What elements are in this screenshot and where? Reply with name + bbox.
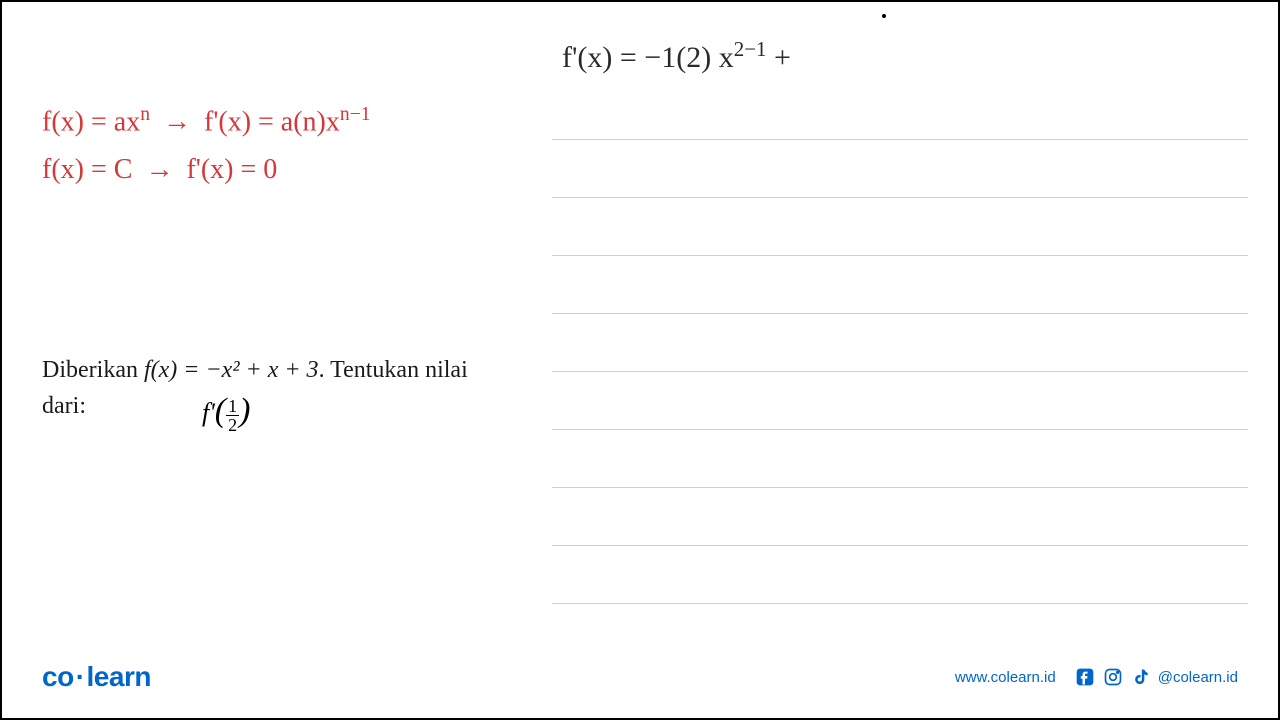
rule1-lhs: f(x) = ax [42,106,140,137]
ruled-line [552,314,1248,372]
arrow-icon: → [145,152,173,188]
ruled-line [552,198,1248,256]
footer-right: www.colearn.id @colearn.id [955,666,1238,688]
ruled-line [552,256,1248,314]
ruled-lines-area [552,82,1248,604]
eval-denominator: 2 [226,416,239,434]
rule1-rhs: f'(x) = a(n)x [204,106,340,137]
website-url: www.colearn.id [955,669,1056,686]
ruled-line [552,430,1248,488]
derivative-rule-constant: f(x) = C → f'(x) = 0 [42,152,277,188]
rule2-rhs: f'(x) = 0 [186,154,277,185]
rule1-exp2: n−1 [340,104,371,125]
problem-statement: Diberikan f(x) = −x² + x + 3. Tentukan n… [42,352,522,424]
arrow-icon: → [163,104,191,140]
logo-learn: learn [87,661,151,692]
ruled-line [552,82,1248,140]
problem-text1: Diberikan [42,357,144,383]
facebook-icon [1074,666,1096,688]
problem-formula-inline: f(x) = −x² + x + 3 [144,357,319,383]
rule2-lhs: f(x) = C [42,154,132,185]
problem-text2: . Tentukan nilai [319,357,468,383]
work-part1: f'(x) = −1(2) x [562,41,734,74]
eval-numerator: 1 [226,397,239,416]
rule1-exp1: n [140,104,150,125]
social-handle: @colearn.id [1158,669,1238,686]
ruled-line [552,488,1248,546]
derivative-rule-power: f(x) = axn → f'(x) = a(n)xn−1 [42,102,371,141]
whiteboard: f(x) = axn → f'(x) = a(n)xn−1 f(x) = C →… [2,2,1278,718]
problem-text3: dari: [42,393,86,419]
stray-dot [882,14,886,18]
ruled-line [552,140,1248,198]
tiktok-icon [1130,666,1152,688]
instagram-icon [1102,666,1124,688]
ruled-line [552,372,1248,430]
logo-dot: · [76,661,85,692]
eval-lparen: ( [215,392,226,429]
social-icons: @colearn.id [1074,666,1238,688]
eval-fraction: 12 [226,397,239,434]
footer: co·learn www.colearn.id @colearn.id [2,661,1278,693]
logo-co: co [42,661,74,692]
work-exp: 2−1 [734,37,767,61]
colearn-logo: co·learn [42,661,151,693]
work-part2: + [774,41,791,74]
eval-func: f' [202,398,215,427]
problem-evaluate: f'(12) [202,392,250,434]
derivative-work: f'(x) = −1(2) x2−1 + [562,37,791,75]
eval-rparen: ) [239,392,250,429]
ruled-line [552,546,1248,604]
